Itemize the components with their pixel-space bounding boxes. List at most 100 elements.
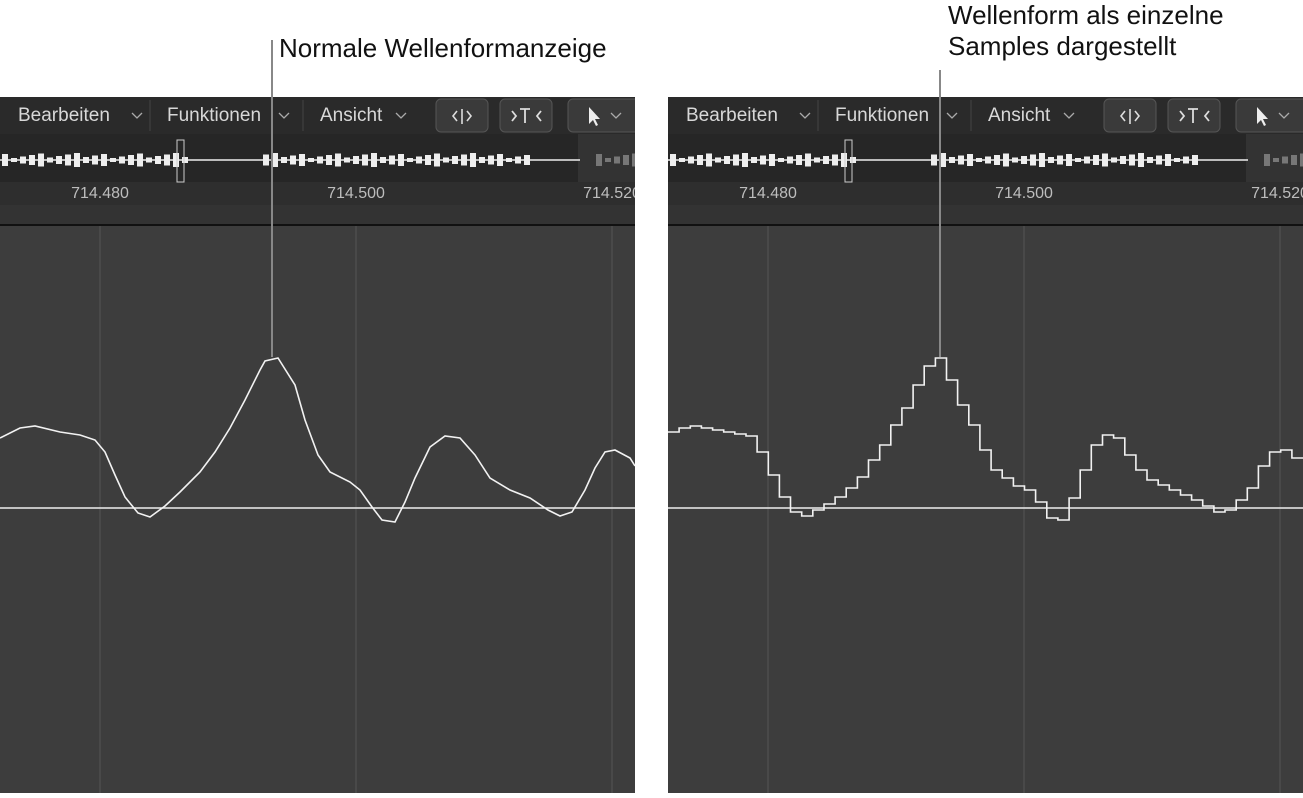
overview-blob: [1021, 156, 1027, 164]
waveform-area: [668, 226, 1303, 793]
overview-blob: [958, 155, 964, 165]
menu-button[interactable]: Bearbeiten: [686, 105, 778, 126]
overview-blob: [1147, 157, 1153, 163]
overview-blob: [488, 155, 494, 165]
overview-blob: [715, 157, 721, 163]
overview-blob: [461, 154, 467, 166]
icon: [451, 109, 473, 124]
overview-blob: [146, 157, 152, 163]
overview-blob: [994, 155, 1000, 165]
overview-blob: [967, 154, 973, 166]
overview-blob: [670, 154, 676, 166]
overview-blob: [20, 156, 26, 164]
icon: [511, 108, 542, 123]
annotation: Samples dargestellt: [948, 31, 1177, 61]
tool-button[interactable]: [499, 98, 553, 133]
chevron: [1063, 112, 1075, 119]
overview-blob: [1057, 155, 1063, 165]
tool-button[interactable]: [1235, 98, 1303, 133]
overview-blob: [931, 154, 937, 166]
overview-blob: [742, 153, 748, 167]
icon: [1257, 107, 1268, 126]
overview-blob: [724, 156, 730, 164]
overview-blob: [119, 156, 125, 164]
editor-panel: Bearbeiten Funktionen Ansicht 714.480 714.50…: [668, 97, 1303, 793]
ruler-label: 714.480: [739, 185, 797, 202]
chevron: [395, 112, 407, 119]
overview-blob: [1138, 153, 1144, 167]
overview-blob: [976, 158, 982, 162]
overview-blob: [56, 156, 62, 164]
overview-blob: [949, 157, 955, 163]
overview-blob: [769, 154, 775, 166]
tool-button[interactable]: [567, 98, 640, 133]
ruler-label: 714.480: [71, 185, 129, 202]
overview-blob: [1300, 153, 1303, 167]
ruler-label: 714.520: [583, 185, 641, 202]
overview-blob: [850, 157, 856, 163]
overview-blob: [1084, 156, 1090, 164]
overview-blob: [299, 154, 305, 166]
overview-blob: [137, 153, 143, 167]
overview-blob: [371, 153, 377, 167]
overview-blob: [1192, 155, 1198, 165]
menu-button[interactable]: Ansicht: [988, 105, 1051, 126]
overview-blob: [281, 157, 287, 163]
overview-blob: [434, 153, 440, 167]
overview-blob: [362, 154, 368, 166]
ruler-label: 714.520: [1251, 185, 1303, 202]
overview-blob: [290, 155, 296, 165]
overview-blob: [796, 155, 802, 165]
overview-blob: [407, 158, 413, 162]
overview-blob: [1012, 157, 1018, 163]
overview-blob: [1282, 156, 1288, 164]
overview-blob: [92, 155, 98, 165]
menu-button[interactable]: Bearbeiten: [18, 105, 110, 126]
overview-marker: [844, 139, 853, 183]
overview-blob: [335, 153, 341, 167]
overview-blob: [841, 153, 847, 167]
overview-blob: [814, 157, 820, 163]
overview-blob: [623, 155, 629, 165]
overview-blob: [697, 155, 703, 165]
overview-blob: [733, 154, 739, 166]
overview-blob: [38, 153, 44, 167]
menu-button[interactable]: Funktionen: [835, 105, 929, 126]
overview-blob: [688, 156, 694, 164]
overview-blob: [182, 157, 188, 163]
overview-blob: [173, 153, 179, 167]
annotation: Wellenform als einzelne: [948, 0, 1224, 30]
chevron: [278, 112, 290, 119]
overview-blob: [380, 157, 386, 163]
tool-button[interactable]: [1167, 98, 1221, 133]
overview-blob: [344, 157, 350, 163]
overview-blob: [101, 154, 107, 166]
overview-blob: [1003, 153, 1009, 167]
overview-blob: [164, 154, 170, 166]
overview-blob: [787, 156, 793, 164]
overview-blob: [11, 158, 17, 162]
overview-blob: [614, 156, 620, 164]
overview-blob: [110, 158, 116, 162]
icon: [1179, 108, 1210, 123]
overview-blob: [596, 154, 602, 166]
overview-blob: [479, 157, 485, 163]
overview-blob: [805, 153, 811, 167]
icon: [589, 107, 600, 126]
overview-blob: [1111, 157, 1117, 163]
overview-blob: [832, 154, 838, 166]
overview-blob: [2, 154, 8, 166]
chevron: [131, 112, 143, 119]
waveform-area: [0, 226, 635, 793]
overview-blob: [1075, 158, 1081, 162]
chevron: [799, 112, 811, 119]
menu-button[interactable]: Ansicht: [320, 105, 383, 126]
menu-button[interactable]: Funktionen: [167, 105, 261, 126]
overview-blob: [1093, 155, 1099, 165]
overview-blob: [1156, 155, 1162, 165]
overview-blob: [985, 156, 991, 164]
overview-blob: [940, 153, 946, 167]
overview-blob: [1120, 156, 1126, 164]
